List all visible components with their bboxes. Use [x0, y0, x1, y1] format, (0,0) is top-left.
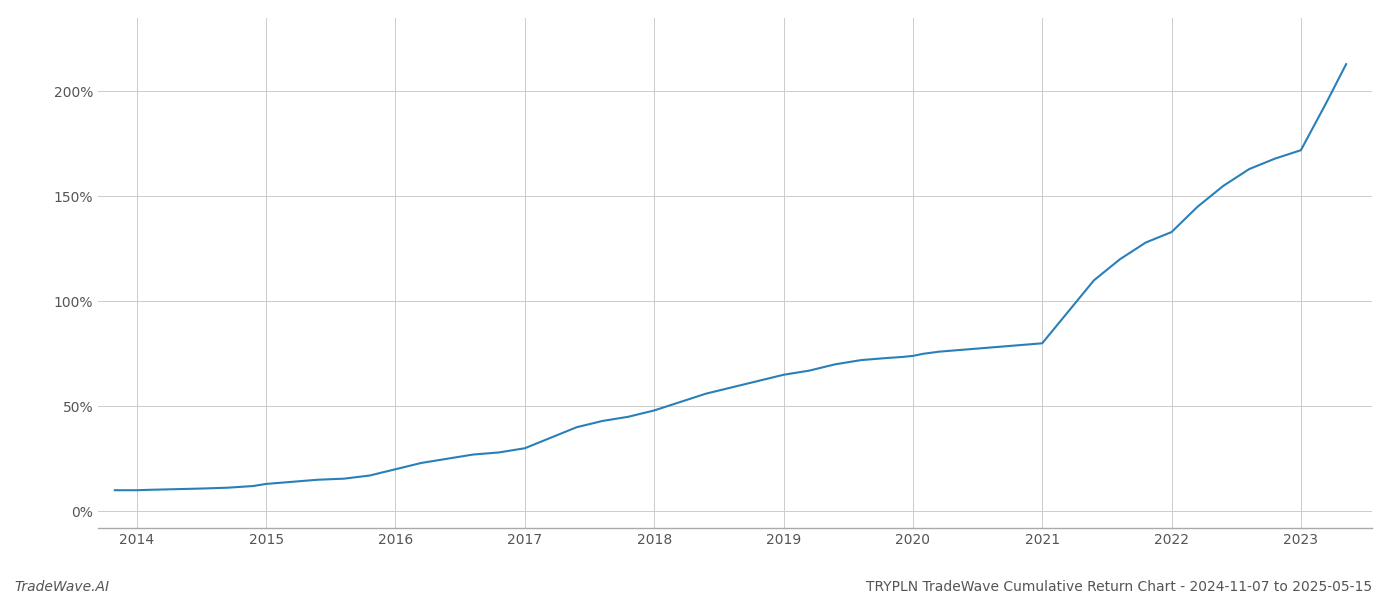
Text: TradeWave.AI: TradeWave.AI [14, 580, 109, 594]
Text: TRYPLN TradeWave Cumulative Return Chart - 2024-11-07 to 2025-05-15: TRYPLN TradeWave Cumulative Return Chart… [865, 580, 1372, 594]
